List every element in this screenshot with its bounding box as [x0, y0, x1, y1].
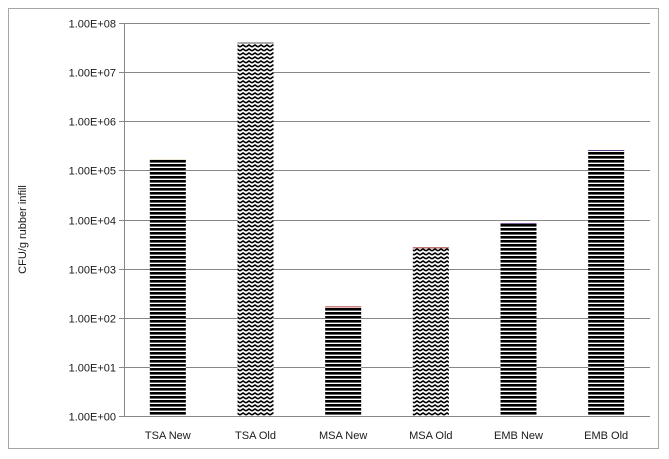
y-tick-label: 1.00E+00 — [69, 412, 116, 424]
x-category-label: MSA New — [319, 430, 367, 442]
bar-fill — [412, 247, 449, 416]
y-tick-label: 1.00E+07 — [69, 68, 116, 80]
x-category-label: TSA New — [145, 430, 191, 442]
x-axis-categories: TSA New TSA Old MSA New MSA Old EMB New EMB O… — [145, 430, 628, 442]
y-tick-label: 1.00E+08 — [69, 19, 116, 31]
bar-msa-new — [325, 306, 362, 416]
y-tick-label: 1.00E+06 — [69, 117, 116, 129]
bars — [149, 42, 625, 417]
gridlines — [124, 23, 650, 368]
bar-msa-old — [412, 247, 449, 416]
x-category-label: MSA Old — [409, 430, 452, 442]
y-axis-title: CFU/g rubber infill — [17, 185, 29, 274]
x-category-label: EMB Old — [584, 430, 628, 442]
bar-fill — [149, 159, 186, 416]
x-category-label: EMB New — [494, 430, 543, 442]
y-tick-label: 1.00E+04 — [69, 216, 116, 228]
y-axis-ticks: 1.00E+00 1.00E+01 1.00E+02 1.00E+03 1.00E+04… — [69, 19, 124, 424]
bar-emb-new — [500, 222, 537, 416]
bar-fill — [500, 222, 537, 416]
y-tick-label: 1.00E+03 — [69, 265, 116, 277]
bar-fill — [237, 42, 274, 417]
x-category-label: TSA Old — [235, 430, 276, 442]
y-tick-label: 1.00E+05 — [69, 166, 116, 178]
bar-emb-old — [588, 149, 625, 416]
y-tick-label: 1.00E+01 — [69, 363, 116, 375]
bar-tsa-old — [237, 42, 274, 417]
bar-fill — [325, 306, 362, 416]
bar-tsa-new — [149, 159, 186, 416]
bar-fill — [588, 149, 625, 416]
y-tick-label: 1.00E+02 — [69, 314, 116, 326]
